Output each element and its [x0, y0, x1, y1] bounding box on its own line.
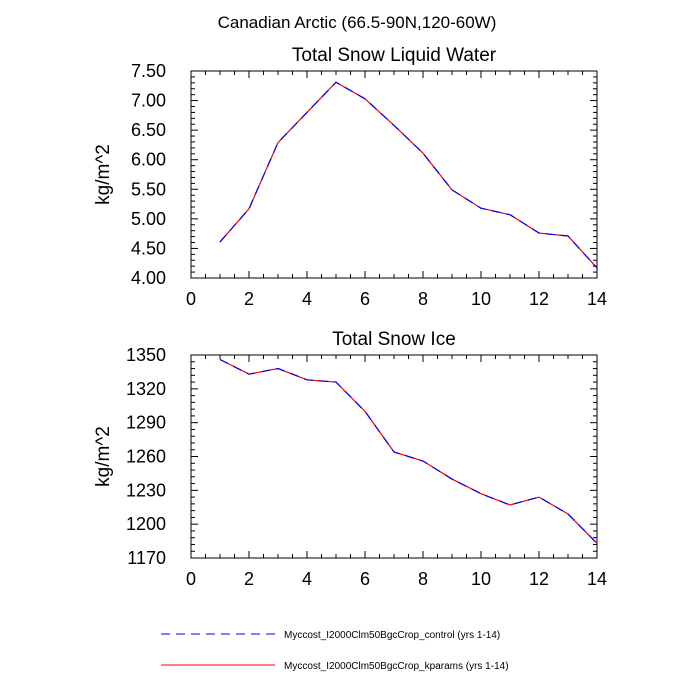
- series-line-control: [219, 81, 598, 269]
- y-tick-label: 1230: [126, 480, 166, 500]
- series-line-kparams: [219, 358, 598, 544]
- y-axis-title: kg/m^2: [93, 426, 114, 487]
- y-tick-label: 5.50: [131, 179, 166, 199]
- series-line-kparams: [219, 81, 598, 269]
- x-tick-label: 0: [186, 569, 196, 589]
- y-axis-title: kg/m^2: [93, 144, 114, 205]
- y-tick-label: 1200: [126, 514, 166, 534]
- panel-title: Total Snow Liquid Water: [292, 45, 497, 66]
- y-tick-label: 4.50: [131, 238, 166, 258]
- x-tick-label: 12: [529, 569, 549, 589]
- y-tick-label: 1320: [126, 379, 166, 399]
- x-tick-label: 2: [244, 569, 254, 589]
- y-tick-label: 1260: [126, 447, 166, 467]
- chart-panel-1: Total Snow Liquid Water kg/m^2 0 2 4 6 8 10 12 14…: [93, 45, 607, 309]
- y-tick-label: 6.50: [131, 120, 166, 140]
- y-tick-label: 1350: [126, 345, 166, 365]
- x-tick-label: 2: [244, 289, 254, 309]
- x-tick-label: 4: [302, 569, 312, 589]
- y-tick-label: 6.00: [131, 150, 166, 170]
- legend: Myccost_I2000Clm50BgcCrop_control (yrs 1…: [161, 630, 509, 672]
- legend-label-2: Myccost_I2000Clm50BgcCrop_kparams (yrs 1…: [284, 661, 509, 672]
- x-tick-label: 12: [529, 289, 549, 309]
- y-tick-label: 1290: [126, 413, 166, 433]
- x-tick-label: 6: [360, 289, 370, 309]
- y-tick-label: 4.00: [131, 268, 166, 288]
- x-tick-label: 0: [186, 289, 196, 309]
- plot-frame: [190, 354, 598, 559]
- panels: Total Snow Liquid Water kg/m^2 0 2 4 6 8 10 12 14…: [93, 45, 607, 589]
- x-tick-label: 8: [418, 289, 428, 309]
- x-tick-label: 14: [587, 289, 607, 309]
- chart-panel-2: Total Snow Ice kg/m^2 0 2 4 6 8 10 12 14 1170 1200 1…: [93, 329, 607, 589]
- plot-frame: [190, 70, 598, 279]
- y-tick-label: 1170: [127, 548, 166, 568]
- legend-label-1: Myccost_I2000Clm50BgcCrop_control (yrs 1…: [284, 630, 500, 641]
- y-tick-label: 7.00: [131, 91, 166, 111]
- x-tick-label: 8: [418, 569, 428, 589]
- y-tick-label: 7.50: [131, 61, 166, 81]
- x-tick-label: 6: [360, 569, 370, 589]
- figure-title: Canadian Arctic (66.5-90N,120-60W): [218, 13, 497, 32]
- x-tick-label: 10: [471, 569, 491, 589]
- x-tick-label: 14: [587, 569, 607, 589]
- y-tick-label: 5.00: [131, 209, 166, 229]
- series-line-control: [219, 358, 598, 544]
- panel-title: Total Snow Ice: [332, 329, 456, 350]
- x-tick-label: 4: [302, 289, 312, 309]
- x-tick-label: 10: [471, 289, 491, 309]
